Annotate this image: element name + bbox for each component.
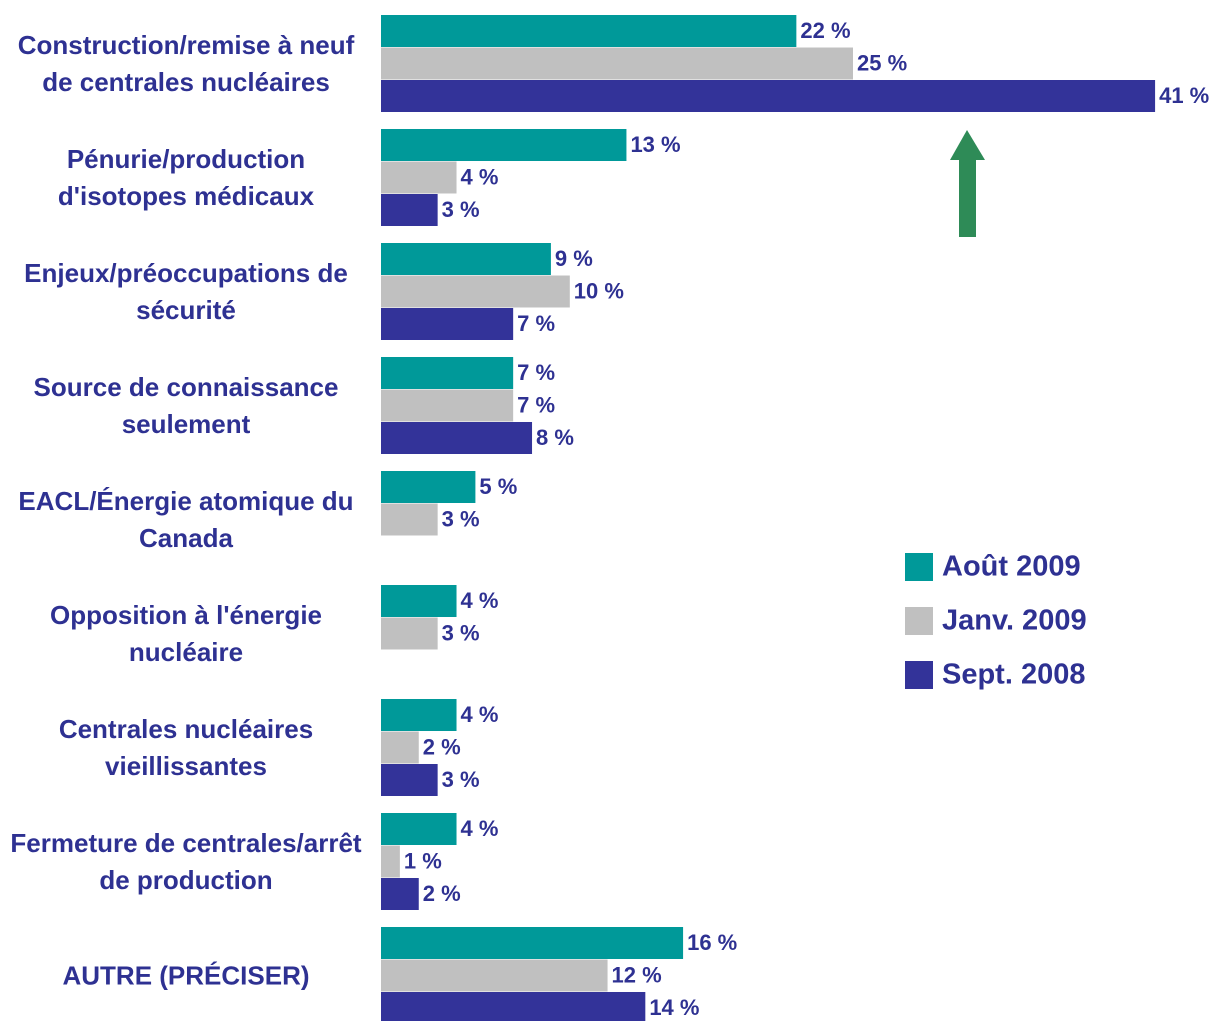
value-label: 2 % bbox=[423, 881, 461, 906]
bar bbox=[381, 585, 457, 617]
bar bbox=[381, 927, 684, 959]
category-label: Opposition à l'énergie nucléaire bbox=[50, 600, 322, 667]
bar bbox=[381, 422, 533, 454]
value-label: 4 % bbox=[461, 588, 499, 613]
bar bbox=[381, 503, 438, 536]
category-label: Construction/remise à neuf de centrales … bbox=[17, 30, 355, 97]
bar bbox=[381, 699, 457, 731]
bar bbox=[381, 389, 514, 422]
bar bbox=[381, 617, 438, 650]
bar bbox=[381, 129, 627, 161]
bar bbox=[381, 992, 646, 1021]
bar bbox=[381, 845, 400, 878]
bar bbox=[381, 357, 514, 389]
value-label: 7 % bbox=[517, 360, 555, 385]
bar bbox=[381, 161, 457, 194]
legend-label: Sept. 2008 bbox=[942, 659, 1085, 691]
bar bbox=[381, 275, 570, 308]
bar bbox=[381, 878, 419, 910]
bar bbox=[381, 959, 608, 992]
category-label: Enjeux/préoccupations de sécurité bbox=[24, 258, 348, 325]
value-label: 3 % bbox=[442, 507, 480, 532]
category-label: AUTRE (PRÉCISER) bbox=[62, 960, 310, 991]
value-label: 10 % bbox=[574, 279, 624, 304]
value-label: 5 % bbox=[479, 474, 517, 499]
value-label: 22 % bbox=[800, 18, 850, 43]
value-label: 4 % bbox=[461, 816, 499, 841]
value-label: 41 % bbox=[1159, 83, 1209, 108]
category-label: Fermeture de centrales/arrêt de producti… bbox=[10, 828, 362, 895]
bar bbox=[381, 243, 551, 275]
value-label: 1 % bbox=[404, 849, 442, 874]
value-label: 3 % bbox=[442, 621, 480, 646]
category-label: Pénurie/production d'isotopes médicaux bbox=[57, 144, 315, 211]
value-label: 14 % bbox=[649, 995, 699, 1020]
value-label: 7 % bbox=[517, 311, 555, 336]
legend-swatch bbox=[905, 607, 933, 635]
legend-swatch bbox=[905, 661, 933, 689]
bar bbox=[381, 80, 1156, 112]
value-label: 9 % bbox=[555, 246, 593, 271]
value-label: 13 % bbox=[630, 132, 680, 157]
value-label: 3 % bbox=[442, 197, 480, 222]
bar bbox=[381, 813, 457, 845]
value-label: 3 % bbox=[442, 767, 480, 792]
bar bbox=[381, 47, 853, 80]
legend-swatch bbox=[905, 553, 933, 581]
bar bbox=[381, 308, 514, 340]
arrow bbox=[950, 130, 985, 237]
bar bbox=[381, 194, 438, 226]
bar bbox=[381, 764, 438, 796]
value-label: 8 % bbox=[536, 425, 574, 450]
value-label: 16 % bbox=[687, 930, 737, 955]
legend-label: Août 2009 bbox=[942, 551, 1081, 583]
value-label: 4 % bbox=[461, 165, 499, 190]
value-label: 25 % bbox=[857, 51, 907, 76]
value-label: 4 % bbox=[461, 702, 499, 727]
bar bbox=[381, 15, 797, 47]
category-label: Source de connaissance seulement bbox=[33, 372, 339, 439]
value-label: 2 % bbox=[423, 735, 461, 760]
bar bbox=[381, 731, 419, 764]
value-label: 7 % bbox=[517, 393, 555, 418]
category-label: EACL/Énergie atomique du Canada bbox=[18, 486, 354, 553]
legend-label: Janv. 2009 bbox=[942, 605, 1087, 637]
value-label: 12 % bbox=[612, 963, 662, 988]
category-label: Centrales nucléaires vieillissantes bbox=[58, 714, 314, 781]
bar bbox=[381, 471, 476, 503]
